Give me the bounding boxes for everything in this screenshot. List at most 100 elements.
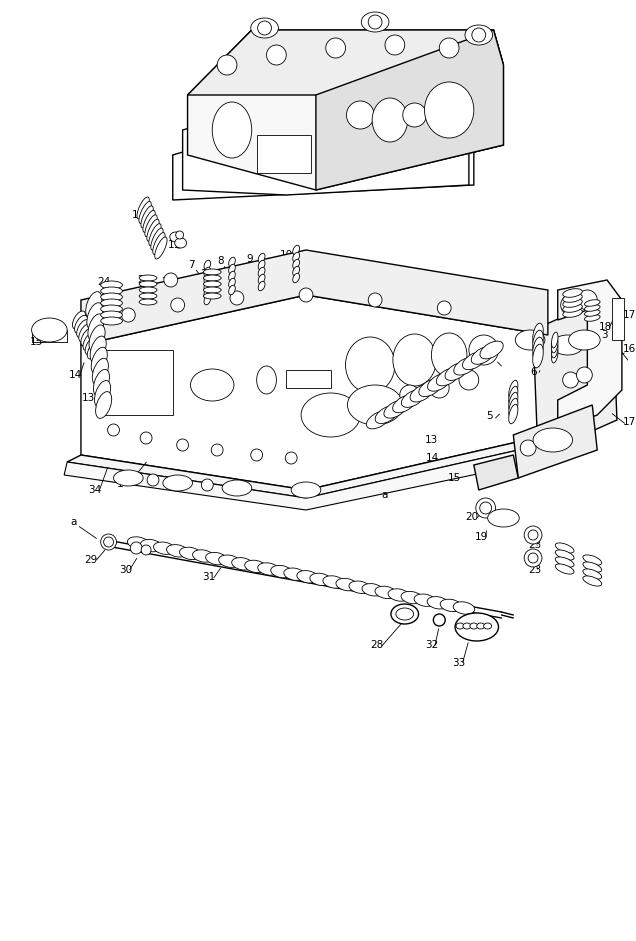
Ellipse shape — [137, 197, 149, 219]
Ellipse shape — [271, 566, 293, 578]
Ellipse shape — [204, 288, 211, 297]
Text: 10: 10 — [280, 250, 293, 260]
Ellipse shape — [245, 560, 266, 573]
Ellipse shape — [232, 558, 253, 570]
Circle shape — [472, 28, 486, 42]
Text: 14: 14 — [425, 453, 439, 463]
Ellipse shape — [258, 253, 265, 263]
Ellipse shape — [212, 102, 252, 158]
Ellipse shape — [151, 228, 163, 250]
Ellipse shape — [584, 314, 600, 321]
Ellipse shape — [583, 569, 602, 579]
Ellipse shape — [563, 298, 583, 308]
Circle shape — [528, 530, 538, 540]
Ellipse shape — [293, 266, 300, 276]
Text: 6: 6 — [530, 367, 537, 377]
Text: 24: 24 — [97, 277, 110, 287]
Bar — [257, 135, 311, 173]
Ellipse shape — [77, 320, 90, 338]
Ellipse shape — [509, 387, 518, 406]
Ellipse shape — [85, 337, 98, 355]
Text: 16: 16 — [623, 344, 636, 354]
Circle shape — [429, 378, 449, 398]
Ellipse shape — [384, 400, 407, 418]
Ellipse shape — [488, 509, 519, 527]
Ellipse shape — [258, 261, 265, 270]
Ellipse shape — [293, 260, 300, 269]
Ellipse shape — [583, 562, 602, 572]
Ellipse shape — [79, 324, 92, 342]
Text: 30: 30 — [119, 565, 132, 575]
Ellipse shape — [366, 411, 390, 429]
Text: 33: 33 — [452, 658, 466, 668]
Ellipse shape — [533, 330, 543, 354]
Ellipse shape — [477, 623, 485, 629]
Ellipse shape — [462, 352, 486, 370]
Ellipse shape — [310, 573, 331, 585]
Ellipse shape — [205, 552, 227, 565]
Ellipse shape — [153, 542, 175, 554]
Ellipse shape — [139, 299, 157, 305]
Circle shape — [347, 101, 374, 129]
Ellipse shape — [391, 604, 418, 624]
Circle shape — [469, 335, 499, 365]
Ellipse shape — [293, 252, 300, 262]
Text: 22: 22 — [558, 557, 571, 567]
Bar — [99, 350, 173, 415]
Circle shape — [326, 38, 345, 58]
Ellipse shape — [258, 281, 265, 291]
Ellipse shape — [427, 597, 448, 609]
Ellipse shape — [95, 391, 112, 419]
Ellipse shape — [139, 201, 151, 223]
Ellipse shape — [533, 337, 543, 360]
Ellipse shape — [297, 570, 319, 583]
Ellipse shape — [445, 362, 468, 380]
Ellipse shape — [74, 315, 88, 333]
Ellipse shape — [555, 543, 574, 553]
Ellipse shape — [336, 579, 357, 591]
Text: 34: 34 — [88, 485, 101, 495]
Ellipse shape — [175, 238, 186, 248]
Ellipse shape — [92, 359, 108, 385]
Ellipse shape — [222, 480, 252, 496]
Ellipse shape — [551, 332, 558, 348]
Ellipse shape — [584, 305, 600, 311]
Ellipse shape — [100, 317, 122, 325]
Text: 5: 5 — [487, 411, 493, 421]
Ellipse shape — [361, 12, 389, 32]
Circle shape — [286, 452, 297, 464]
Text: 14: 14 — [69, 370, 81, 380]
Ellipse shape — [100, 293, 122, 301]
Ellipse shape — [563, 294, 583, 302]
Polygon shape — [474, 455, 518, 490]
Circle shape — [480, 502, 492, 514]
Text: 23: 23 — [529, 540, 542, 550]
Ellipse shape — [362, 583, 384, 596]
Ellipse shape — [204, 281, 221, 287]
Ellipse shape — [204, 269, 221, 275]
Ellipse shape — [155, 237, 167, 259]
Ellipse shape — [204, 281, 211, 291]
Bar — [286, 370, 331, 388]
Ellipse shape — [401, 591, 422, 604]
Circle shape — [171, 298, 184, 312]
Ellipse shape — [515, 330, 545, 350]
Polygon shape — [316, 30, 504, 190]
Ellipse shape — [204, 274, 211, 284]
Circle shape — [385, 35, 404, 55]
Ellipse shape — [551, 347, 558, 363]
Circle shape — [563, 372, 579, 388]
Circle shape — [121, 308, 135, 322]
Ellipse shape — [87, 341, 100, 359]
Circle shape — [141, 545, 151, 555]
Ellipse shape — [204, 267, 211, 277]
Polygon shape — [612, 298, 624, 340]
Circle shape — [299, 288, 313, 302]
Circle shape — [217, 55, 237, 75]
Circle shape — [400, 385, 420, 405]
Ellipse shape — [167, 545, 188, 557]
Circle shape — [251, 449, 263, 461]
Ellipse shape — [204, 293, 221, 299]
Ellipse shape — [149, 224, 161, 246]
Ellipse shape — [293, 246, 300, 255]
